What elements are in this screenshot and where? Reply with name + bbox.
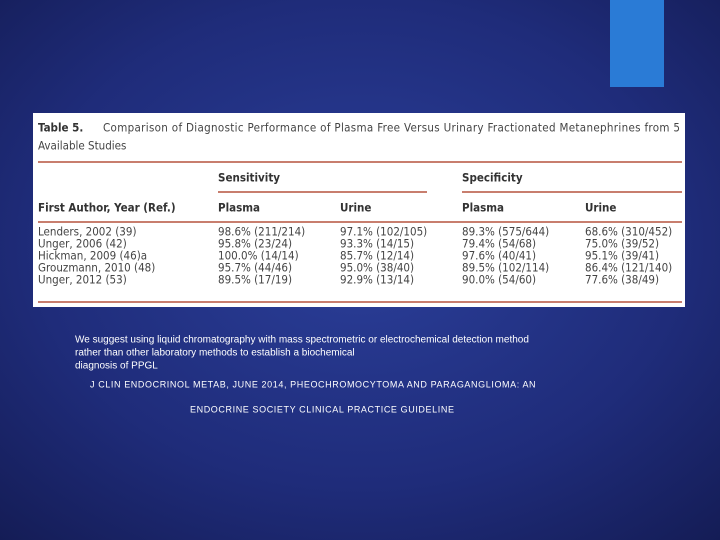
column-header: Plasma [218,201,260,215]
citation: J CLIN ENDOCRINOL METAB, JUNE 2014, PHEO… [90,379,536,389]
table-cell: 90.0% (54/60) [462,273,536,287]
table-cell: 97.6% (40/41) [462,249,536,263]
table-cell: 86.4% (121/140) [585,261,672,275]
table-cell: 79.4% (54/68) [462,237,536,251]
table-cell: Hickman, 2009 (46)a [38,249,147,263]
table-cell: Lenders, 2002 (39) [38,225,136,239]
table-panel [33,113,685,307]
table-cell: 95.7% (44/46) [218,261,292,275]
citation: ENDOCRINE SOCIETY CLINICAL PRACTICE GUID… [190,404,455,414]
note-line: diagnosis of PPGL [75,361,158,372]
table-cell: Unger, 2012 (53) [38,273,127,287]
table-cell: 100.0% (14/14) [218,249,299,263]
group-header: Sensitivity [218,171,280,185]
column-header: Plasma [462,201,504,215]
table-cell: 85.7% (12/14) [340,249,414,263]
note-line: We suggest using liquid chromatography w… [75,335,529,346]
group-header: Specificity [462,171,523,185]
table-cell: Unger, 2006 (42) [38,237,127,251]
table-cell: 93.3% (14/15) [340,237,414,251]
table-caption: Comparison of Diagnostic Performance of … [103,121,680,135]
table-cell: 95.0% (38/40) [340,261,414,275]
table-label: Table 5. [38,121,83,135]
table-cell: 95.1% (39/41) [585,249,659,263]
accent-block [610,0,664,87]
table-cell: 77.6% (38/49) [585,273,659,287]
table-caption: Available Studies [38,139,126,153]
table-image: Table 5. Comparison of Diagnostic Perfor… [33,113,685,307]
table-cell: 92.9% (13/14) [340,273,414,287]
table-cell: 75.0% (39/52) [585,237,659,251]
table-cell: 89.3% (575/644) [462,225,549,239]
note-line: rather than other laboratory methods to … [75,348,355,359]
column-header: Urine [340,201,371,215]
column-header: First Author, Year (Ref.) [38,201,176,215]
table-cell: Grouzmann, 2010 (48) [38,261,155,275]
table-cell: 98.6% (211/214) [218,225,305,239]
column-header: Urine [585,201,616,215]
table-cell: 89.5% (102/114) [462,261,549,275]
table-cell: 97.1% (102/105) [340,225,427,239]
table-cell: 89.5% (17/19) [218,273,292,287]
table-cell: 68.6% (310/452) [585,225,672,239]
table-cell: 95.8% (23/24) [218,237,292,251]
